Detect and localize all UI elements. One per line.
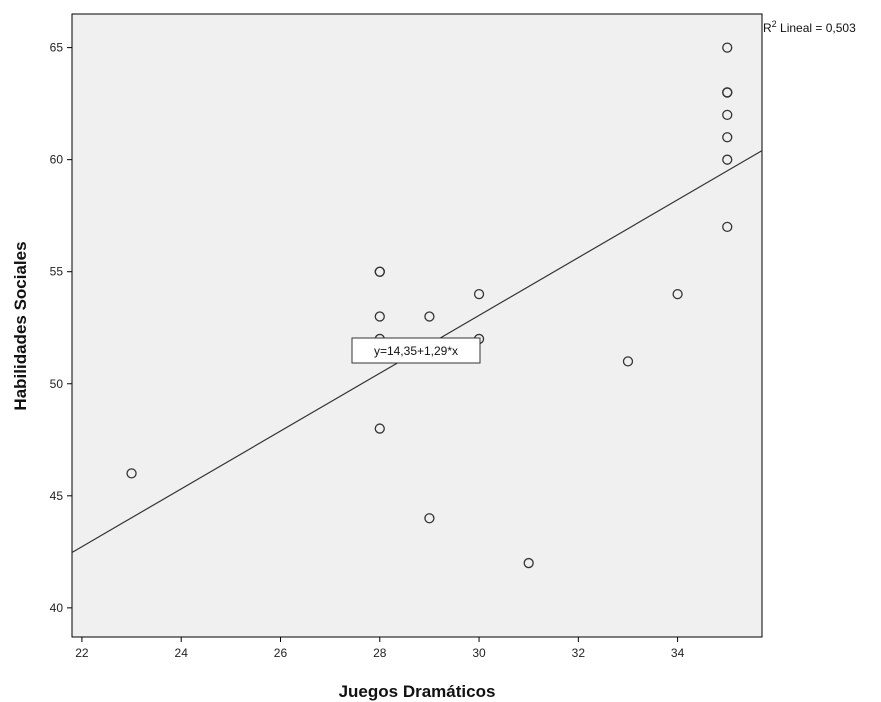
x-axis-title: Juegos Dramáticos [339,682,496,701]
data-point [473,288,485,300]
x-tick-label: 28 [373,646,387,660]
data-point [622,356,634,367]
data-point [126,468,137,479]
data-point [374,423,385,434]
equation-text: y=14,35+1,29*x [374,344,458,358]
data-point [722,42,733,53]
data-point [722,154,733,165]
data-point [722,109,733,120]
data-point [672,288,683,300]
x-tick-label: 32 [572,646,586,660]
data-point [424,311,435,322]
r2-label: R2 Lineal = 0,503 [763,19,856,35]
data-point [722,87,733,98]
data-point [722,132,733,143]
data-point [374,311,385,322]
x-tick-label: 26 [274,646,288,660]
y-tick-label: 45 [50,489,64,503]
y-tick-label: 60 [50,153,64,167]
data-point [523,557,534,569]
equation-box [351,337,481,364]
y-axis: 40 45 50 55 60 65 [50,41,72,615]
y-axis-title: Habilidades Sociales [11,241,30,410]
y-tick-label: 50 [50,377,64,391]
equation-label: y=14,35+1,29*x [351,337,481,364]
x-tick-label: 34 [671,646,685,660]
y-tick-label: 55 [50,265,64,279]
y-tick-label: 40 [50,601,64,615]
y-tick-label: 65 [50,41,64,55]
x-tick-label: 30 [472,646,486,660]
data-points [126,42,733,569]
plot-area [71,13,763,638]
x-axis: 22 24 26 28 30 32 34 [75,637,685,660]
x-tick-label: 24 [175,646,189,660]
x-tick-label: 22 [75,646,89,660]
data-point [424,513,435,524]
data-point [722,221,733,233]
data-point [374,266,385,277]
